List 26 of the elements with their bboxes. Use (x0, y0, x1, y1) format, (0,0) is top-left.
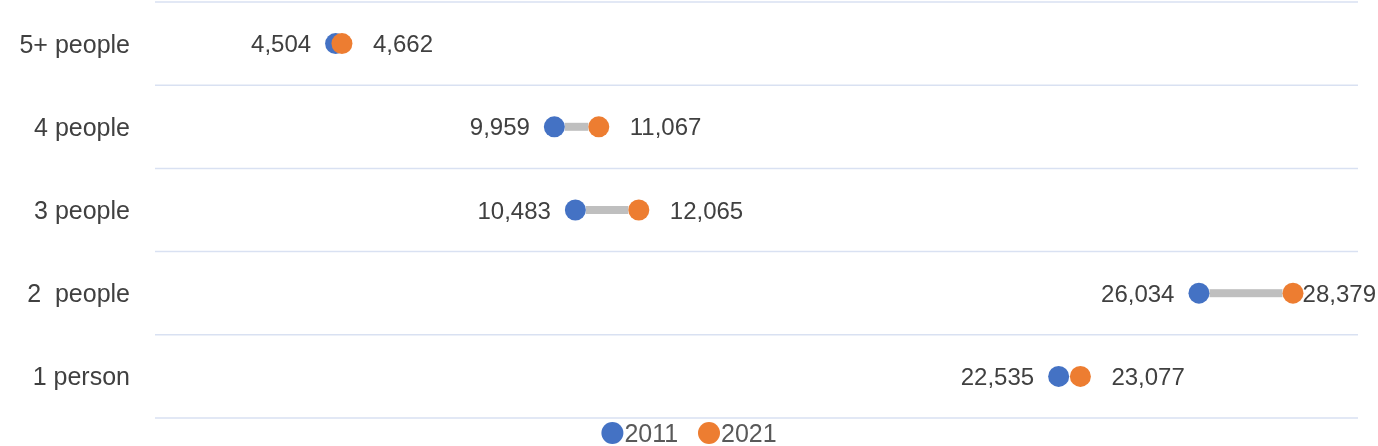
point (588, 116, 610, 138)
y-tick-label: 4 people (34, 112, 130, 141)
data-label: 26,034 (1101, 279, 1175, 307)
data-label: 22,535 (960, 362, 1035, 390)
point (1188, 282, 1210, 304)
point (628, 199, 650, 221)
point (543, 116, 565, 138)
data-label: 10,483 (477, 196, 551, 224)
y-tick-label: 2 people (27, 279, 130, 308)
y-tick-label: 1 person (32, 362, 130, 391)
data-label: 9,959 (469, 113, 530, 141)
data-label: 11,067 (629, 113, 702, 141)
point (331, 33, 353, 55)
data-label: 4,662 (372, 30, 434, 58)
data-label: 12,065 (669, 196, 744, 224)
data-label: 4,504 (251, 30, 312, 58)
legend-label: 2021 (721, 419, 777, 446)
y-tick-label: 5+ people (19, 29, 130, 58)
data-label: 23,077 (1111, 362, 1185, 390)
point (1282, 282, 1304, 304)
y-tick-label: 3 people (34, 196, 130, 224)
point (564, 199, 586, 221)
legend-label: 2011 (624, 419, 679, 446)
data-label: 28,379 (1302, 279, 1377, 307)
point (1048, 365, 1070, 387)
point (1069, 365, 1091, 387)
